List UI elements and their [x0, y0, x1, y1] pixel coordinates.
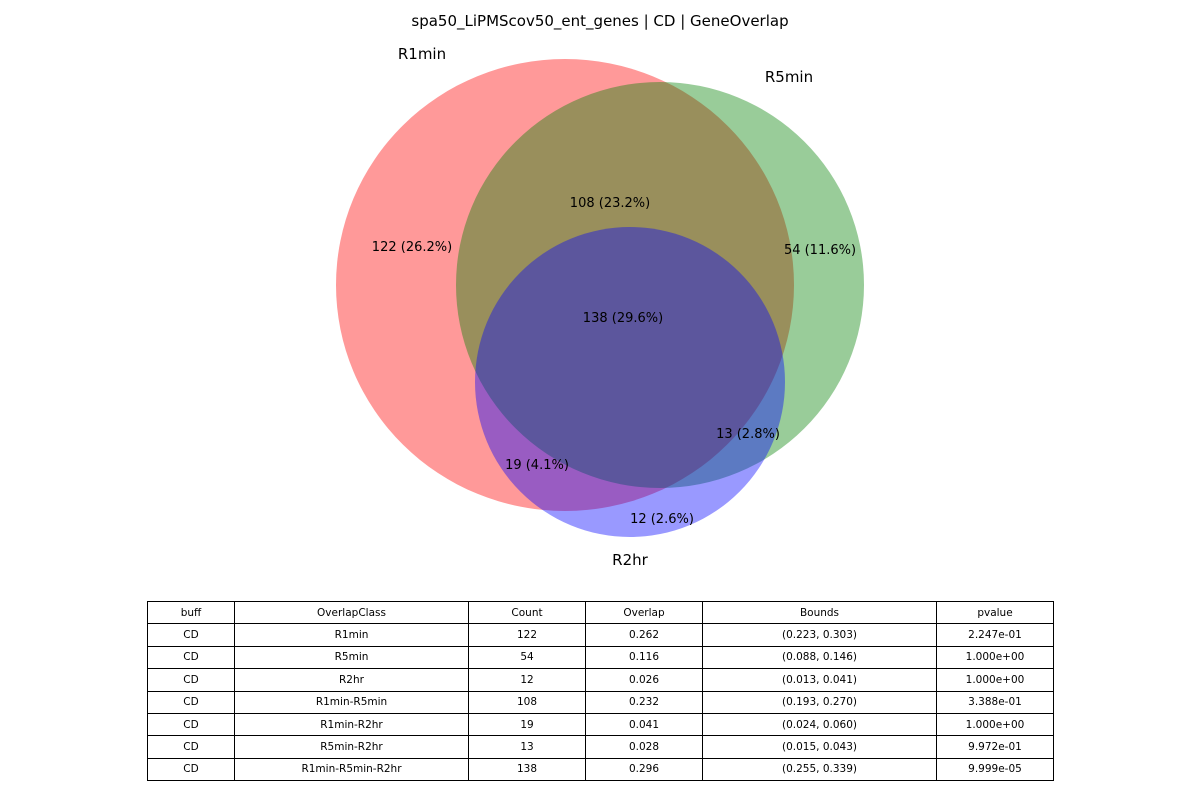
table-cell: 1.000e+00: [936, 645, 1054, 670]
table-cell: 0.026: [585, 668, 703, 692]
table-row: CD R1min-R5min-R2hr 138 0.296 (0.255, 0.…: [147, 757, 1054, 782]
table-cell: R1min-R5min: [234, 690, 469, 714]
table-row: CD R5min 54 0.116 (0.088, 0.146) 1.000e+…: [147, 645, 1054, 670]
table-cell: 9.972e-01: [936, 735, 1054, 759]
column-header: Overlap: [585, 600, 703, 625]
region-label-011: 13 (2.8%): [716, 427, 780, 442]
table-cell: CD: [147, 757, 235, 782]
region-label-001: 12 (2.6%): [630, 512, 694, 527]
table-cell: 19: [468, 712, 586, 737]
table-cell: (0.013, 0.041): [702, 668, 937, 692]
venn-diagram: R1min R5min R2hr 122 (26.2%) 54 (11.6%) 12 (2…: [336, 45, 864, 569]
table-cell: 9.999e-05: [936, 757, 1054, 782]
table-cell: CD: [147, 668, 235, 692]
table-cell: (0.015, 0.043): [702, 735, 937, 759]
table-cell: R1min: [234, 623, 469, 647]
venn-circle-r5min: [456, 82, 864, 488]
table-cell: CD: [147, 623, 235, 647]
venn-circle-r1min: [336, 59, 794, 511]
table-cell: 138: [468, 757, 586, 782]
table-cell: CD: [147, 645, 235, 670]
column-header: Bounds: [702, 600, 937, 625]
table-cell: 3.388e-01: [936, 690, 1054, 714]
table-cell: (0.024, 0.060): [702, 712, 937, 737]
table-cell: 0.116: [585, 645, 703, 670]
table-cell: (0.193, 0.270): [702, 690, 937, 714]
table-cell: 13: [468, 735, 586, 759]
venn-circle-r2hr: [475, 227, 785, 537]
table-cell: R1min-R2hr: [234, 712, 469, 737]
table-cell: (0.223, 0.303): [702, 623, 937, 647]
table-cell: 1.000e+00: [936, 668, 1054, 692]
column-header: Count: [468, 600, 586, 625]
table-cell: R5min-R2hr: [234, 735, 469, 759]
table-cell: 54: [468, 645, 586, 670]
table-cell: 108: [468, 690, 586, 714]
table-row: CD R5min-R2hr 13 0.028 (0.015, 0.043) 9.…: [147, 735, 1054, 759]
table-cell: CD: [147, 712, 235, 737]
table-cell: R1min-R5min-R2hr: [234, 757, 469, 782]
table-cell: 0.296: [585, 757, 703, 782]
table-cell: 122: [468, 623, 586, 647]
table-cell: R5min: [234, 645, 469, 670]
set-label-r2hr: R2hr: [612, 551, 648, 569]
column-header: buff: [147, 600, 235, 625]
region-label-110: 108 (23.2%): [570, 196, 650, 211]
table-cell: 1.000e+00: [936, 712, 1054, 737]
table-cell: 0.262: [585, 623, 703, 647]
table-cell: R2hr: [234, 668, 469, 692]
table-cell: 0.232: [585, 690, 703, 714]
set-label-r1min: R1min: [398, 45, 446, 63]
table-cell: (0.088, 0.146): [702, 645, 937, 670]
column-header: pvalue: [936, 600, 1054, 625]
column-header: OverlapClass: [234, 600, 469, 625]
table-cell: 12: [468, 668, 586, 692]
table-cell: 2.247e-01: [936, 623, 1054, 647]
table-cell: CD: [147, 735, 235, 759]
region-label-111: 138 (29.6%): [583, 311, 663, 326]
overlap-stats-table: buff OverlapClass Count Overlap Bounds p…: [147, 600, 1054, 782]
region-label-010: 54 (11.6%): [784, 243, 856, 258]
table-cell: 0.041: [585, 712, 703, 737]
region-label-101: 19 (4.1%): [505, 458, 569, 473]
table-cell: 0.028: [585, 735, 703, 759]
table-cell: CD: [147, 690, 235, 714]
table-cell: (0.255, 0.339): [702, 757, 937, 782]
table-row: CD R1min 122 0.262 (0.223, 0.303) 2.247e…: [147, 623, 1054, 647]
chart-title: spa50_LiPMScov50_ent_genes | CD | GeneOv…: [411, 12, 789, 30]
table-row: CD R1min-R5min 108 0.232 (0.193, 0.270) …: [147, 690, 1054, 714]
table-header: buff OverlapClass Count Overlap Bounds p…: [147, 600, 1054, 625]
table-row: CD R1min-R2hr 19 0.041 (0.024, 0.060) 1.…: [147, 712, 1054, 737]
table-header-row: buff OverlapClass Count Overlap Bounds p…: [147, 600, 1054, 625]
set-label-r5min: R5min: [765, 68, 813, 86]
table-body: CD R1min 122 0.262 (0.223, 0.303) 2.247e…: [147, 623, 1054, 782]
table-row: CD R2hr 12 0.026 (0.013, 0.041) 1.000e+0…: [147, 668, 1054, 692]
region-label-100: 122 (26.2%): [372, 240, 452, 255]
